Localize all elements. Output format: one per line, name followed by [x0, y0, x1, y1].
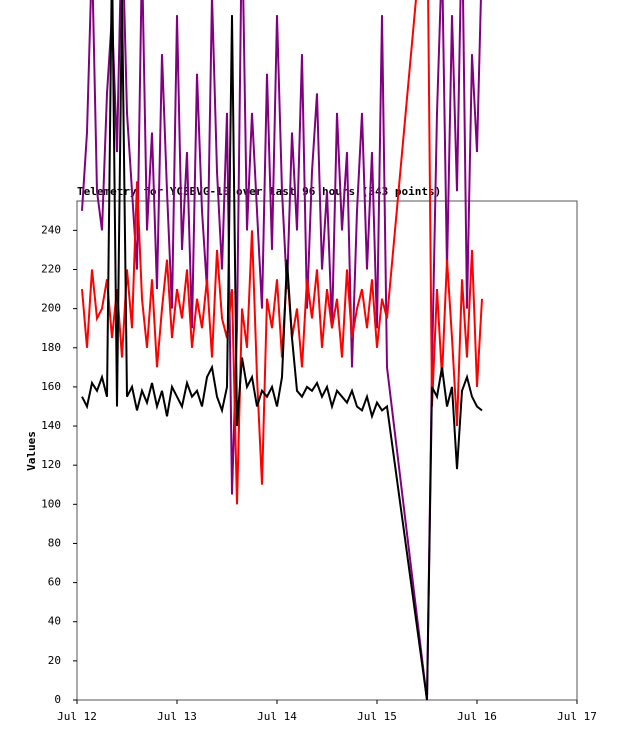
y-tick-label: 200 — [41, 302, 61, 315]
x-tick-label: Jul 16 — [457, 710, 497, 723]
x-tick-label: Jul 13 — [157, 710, 197, 723]
x-tick-label: Jul 15 — [357, 710, 397, 723]
y-axis-label: Values — [25, 431, 38, 471]
plot-frame — [76, 200, 578, 701]
y-tick-label: 180 — [41, 341, 61, 354]
x-tick-label: Jul 17 — [557, 710, 597, 723]
y-tick-label: 20 — [48, 654, 61, 667]
y-tick-label: 80 — [48, 536, 61, 549]
y-tick-label: 100 — [41, 497, 61, 510]
y-tick-label: 240 — [41, 223, 61, 236]
series-line — [81, 0, 483, 701]
y-tick-label: 120 — [41, 458, 61, 471]
x-tick-label: Jul 12 — [57, 710, 97, 723]
y-tick-label: 140 — [41, 419, 61, 432]
y-tick-label: 220 — [41, 262, 61, 275]
y-tick-label: 0 — [54, 693, 61, 706]
y-tick-label: 40 — [48, 615, 61, 628]
series-line — [81, 0, 482, 701]
series-line — [81, 0, 483, 505]
y-tick-label: 60 — [48, 576, 61, 589]
y-tick-label: 160 — [41, 380, 61, 393]
x-tick-label: Jul 14 — [257, 710, 297, 723]
